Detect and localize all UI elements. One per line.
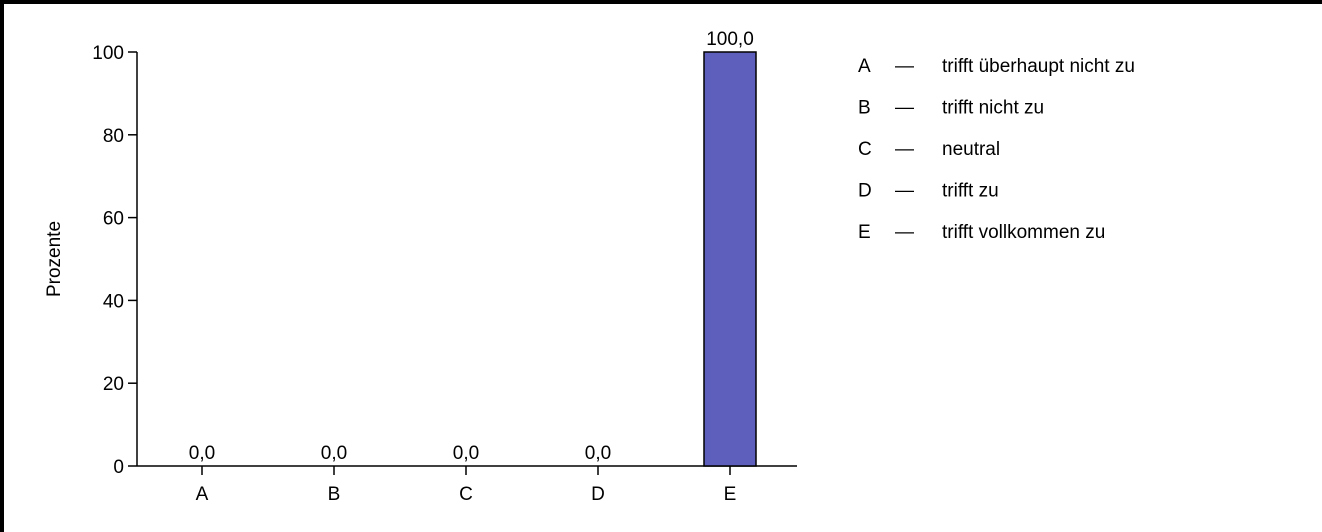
legend-key: A: [858, 56, 871, 77]
x-tick-label: C: [459, 484, 473, 505]
y-axis: 0 20 40 60 80 100: [92, 43, 138, 478]
y-tick-label: 100: [92, 43, 124, 64]
legend-label: trifft nicht zu: [942, 98, 1044, 119]
legend-label: neutral: [942, 139, 1000, 160]
legend-label: trifft vollkommen zu: [942, 222, 1105, 243]
value-labels: 0,0 0,0 0,0 0,0 100,0: [189, 29, 754, 464]
x-tick-label: D: [591, 484, 605, 505]
legend-key: C: [858, 139, 872, 160]
y-tick-label: 20: [103, 374, 124, 395]
legend-separator: —: [895, 98, 914, 119]
bar-value-label: 0,0: [321, 443, 347, 464]
legend: A — trifft überhaupt nicht zu B — trifft nich…: [858, 56, 1135, 243]
legend-item: E — trifft vollkommen zu: [858, 222, 1105, 243]
legend-item: B — trifft nicht zu: [858, 98, 1044, 119]
y-tick-label: 80: [103, 126, 124, 147]
bar-value-label: 0,0: [585, 443, 611, 464]
legend-label: trifft überhaupt nicht zu: [942, 56, 1135, 77]
legend-separator: —: [895, 181, 914, 202]
x-tick-label: B: [328, 484, 341, 505]
x-tick-label: E: [724, 484, 737, 505]
legend-separator: —: [895, 56, 914, 77]
x-tick-label: A: [196, 484, 209, 505]
legend-item: D — trifft zu: [858, 181, 999, 202]
y-tick-label: 0: [113, 457, 124, 478]
y-tick-label: 60: [103, 209, 124, 230]
legend-key: D: [858, 181, 872, 202]
y-axis-title: Prozente: [44, 221, 65, 297]
legend-item: C — neutral: [858, 139, 1000, 160]
legend-label: trifft zu: [942, 181, 999, 202]
legend-separator: —: [895, 222, 914, 243]
bars: [176, 51, 757, 467]
bar-E: [703, 51, 757, 467]
bar-value-label: 0,0: [189, 443, 215, 464]
legend-key: B: [858, 98, 871, 119]
legend-item: A — trifft überhaupt nicht zu: [858, 56, 1135, 77]
y-tick-label: 40: [103, 291, 124, 312]
legend-separator: —: [895, 139, 914, 160]
bar-value-label: 100,0: [706, 29, 754, 50]
legend-key: E: [858, 222, 871, 243]
x-axis: A B C D E: [137, 465, 797, 505]
bar-value-label: 0,0: [453, 443, 479, 464]
